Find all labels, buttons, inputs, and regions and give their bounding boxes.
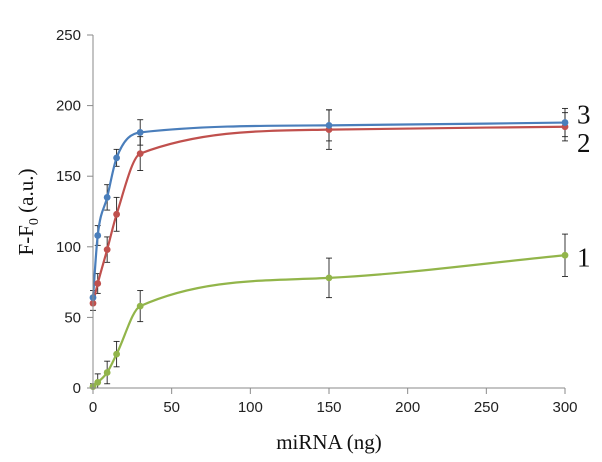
series-3-point-2: [103, 193, 111, 201]
series-1-point-2: [103, 369, 111, 376]
series-3-point-1: [94, 232, 102, 239]
x-tick-label-2: 100: [238, 399, 263, 416]
series-2-point-4: [136, 150, 144, 158]
series-3-point-4: [136, 129, 144, 136]
x-tick-label-1: 50: [163, 399, 180, 416]
series-2-label: 2: [577, 128, 591, 158]
error-bars: [90, 107, 568, 389]
series-3-label: 3: [577, 100, 591, 130]
y-tick-label-4: 200: [56, 98, 81, 115]
y-tick-label-2: 100: [56, 239, 81, 256]
y-axis-title-unit: (a.u.): [14, 169, 38, 219]
series-1-point-5: [325, 274, 333, 282]
series-2-point-2: [103, 246, 111, 254]
series-3-point-3: [113, 154, 120, 162]
y-tick-label-0: 0: [73, 380, 81, 397]
series-1-point-3: [113, 350, 120, 358]
series-2-point-1: [94, 280, 102, 287]
x-tick-label-0: 0: [89, 399, 97, 416]
series-3-point-5: [325, 121, 333, 129]
x-tick-label-6: 300: [552, 399, 577, 416]
y-tick-label-5: 250: [56, 27, 81, 44]
series-3-point-6: [561, 119, 569, 126]
data-points: [89, 119, 569, 390]
x-axis-title: miRNA (ng): [276, 430, 382, 454]
y-axis-title-subscript: 0: [27, 218, 42, 225]
x-tick-label-5: 250: [474, 399, 499, 416]
y-tick-label-3: 150: [56, 168, 81, 185]
series-1-point-4: [136, 302, 144, 310]
series-3-line: [91, 121, 566, 298]
series-1-point-1: [94, 378, 102, 386]
y-ticks: 0 50 100 150 200 250: [56, 27, 93, 397]
series-1-point-6: [561, 251, 569, 259]
y-axis-title-main: F-F: [14, 225, 38, 255]
y-axis-title: F-F0 (a.u.): [14, 169, 42, 256]
axes: [92, 35, 565, 389]
series-2-line: [91, 125, 566, 304]
series-2-point-3: [113, 210, 120, 218]
y-tick-label-1: 50: [64, 309, 81, 326]
series-1-label: 1: [577, 242, 591, 272]
series-labels: 1 23: [577, 100, 591, 273]
x-ticks: 0 50 100 150 200 250 300: [89, 388, 578, 416]
series-lines: [91, 121, 566, 388]
x-tick-label-4: 200: [395, 399, 420, 416]
x-tick-label-3: 150: [316, 399, 341, 416]
